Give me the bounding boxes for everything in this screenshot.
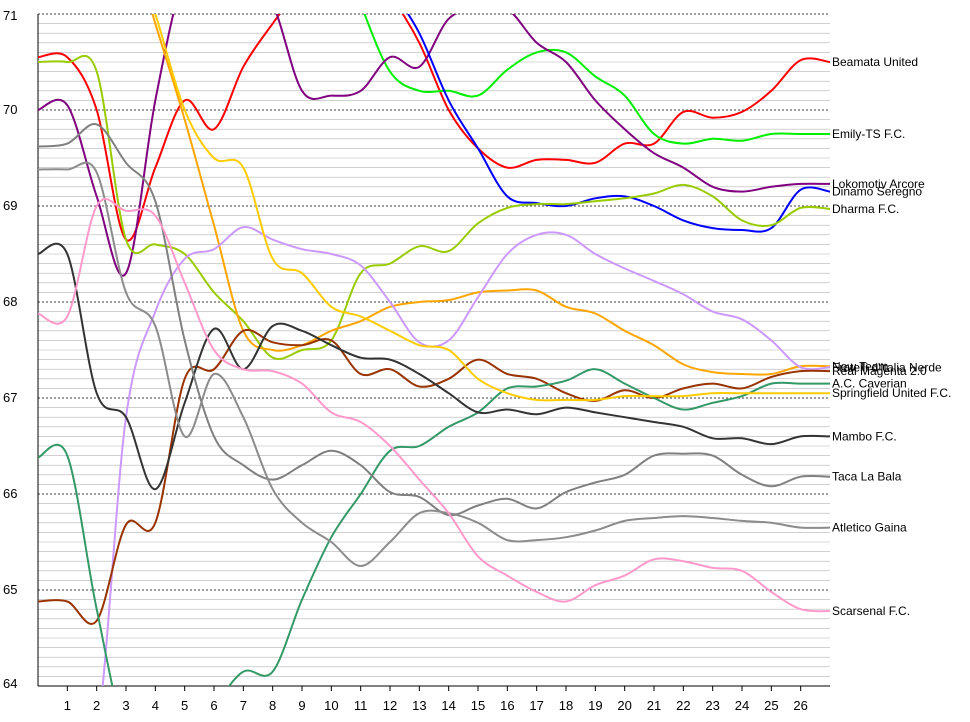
series-label-beamata-united: Beamata United: [832, 55, 918, 69]
series-label-real-magenta-2-0: Real Magenta 2.0: [832, 364, 927, 378]
x-tick-label: 20: [617, 698, 631, 713]
series-line-fratelli-d-italia-nerde: [101, 226, 830, 686]
series-label-scarsenal-f-c: Scarsenal F.C.: [832, 604, 910, 618]
x-tick-label: 10: [324, 698, 338, 713]
series-line-beamata-united: [38, 14, 830, 242]
series-line-scarsenal-f-c: [38, 198, 830, 613]
series-label-springfield-united-f-c: Springfield United F.C.: [832, 386, 951, 400]
x-tick-label: 8: [269, 698, 276, 713]
x-tick-label: 22: [676, 698, 690, 713]
x-tick-label: 21: [647, 698, 661, 713]
x-tick-label: 16: [500, 698, 514, 713]
series-line-taca-la-bala: [38, 123, 830, 517]
series-line-dharma-f-c: [38, 54, 830, 360]
x-tick-label: 6: [210, 698, 217, 713]
x-tick-label: 26: [793, 698, 807, 713]
series-line-lokomotiv-arcore: [38, 14, 830, 277]
x-tick-label: 14: [441, 698, 455, 713]
y-tick-label: 65: [3, 582, 17, 597]
x-tick-label: 1: [64, 698, 71, 713]
series-label-dharma-f-c: Dharma F.C.: [832, 202, 899, 216]
x-tick-label: 5: [181, 698, 188, 713]
plot-frame: [37, 14, 830, 687]
series-label-atletico-gaina: Atletico Gaina: [832, 521, 907, 535]
y-tick-label: 67: [3, 390, 17, 405]
y-tick-label: 68: [3, 294, 17, 309]
x-tick-label: 23: [705, 698, 719, 713]
y-tick-label: 69: [3, 198, 17, 213]
series-line-real-magenta-2-0: [38, 328, 830, 625]
x-tick-label: 4: [152, 698, 159, 713]
series-lines: [38, 14, 830, 686]
x-tick-label: 2: [93, 698, 100, 713]
series-label-mambo-f-c: Mambo F.C.: [832, 429, 897, 443]
x-tick-label: 19: [588, 698, 602, 713]
series-line-dinamo-seregno: [407, 14, 830, 233]
series-label-a-c-caverian: A.C. Caverian: [832, 377, 907, 391]
series-line-emily-ts-f-c: [363, 14, 830, 145]
x-tick-label: 13: [412, 698, 426, 713]
series-line-mambo-f-c: [38, 242, 830, 491]
minor-gridlines: [38, 23, 830, 677]
y-tick-label: 70: [3, 102, 17, 117]
x-tick-label: 7: [240, 698, 247, 713]
series-line-springfield-united-f-c: [154, 14, 830, 402]
series-label-lokomotiv-arcore: Lokomotiv Arcore: [832, 177, 925, 191]
series-labels: Beamata United Emily-TS F.C. Lokomotiv Arc…: [832, 55, 951, 618]
x-tick-label: 15: [471, 698, 485, 713]
x-tick-label: 3: [122, 698, 129, 713]
series-label-new-team: New Team: [832, 359, 888, 373]
x-tick-label: 9: [298, 698, 305, 713]
x-axis-tick-labels: 1 2 3 4 5 6 7 8 9 10 11 12 13 14 15 16 17 18 19 20 21 22 23 24 2…: [64, 686, 808, 713]
y-tick-label: 71: [3, 8, 17, 23]
x-tick-label: 18: [559, 698, 573, 713]
series-label-fratelli-d-italia-nerde: Fratelli d'Italia Nerde: [832, 360, 942, 374]
x-tick-label: 11: [354, 698, 368, 713]
x-tick-label: 25: [764, 698, 778, 713]
series-label-emily-ts-f-c: Emily-TS F.C.: [832, 127, 905, 141]
x-tick-label: 17: [529, 698, 543, 713]
x-tick-label: 12: [383, 698, 397, 713]
y-axis-tick-labels: 64 65 66 67 68 69 70 71: [3, 8, 17, 691]
y-tick-label: 66: [3, 486, 17, 501]
x-tick-label: 24: [735, 698, 749, 713]
series-label-taca-la-bala: Taca La Bala: [832, 470, 902, 484]
series-line-atletico-gaina: [38, 161, 830, 568]
series-line-a-c-caverian: [38, 368, 830, 686]
y-tick-label: 64: [3, 676, 17, 691]
series-label-dinamo-seregno: Dinamo Seregno: [832, 185, 922, 199]
series-line-new-team: [151, 14, 830, 376]
